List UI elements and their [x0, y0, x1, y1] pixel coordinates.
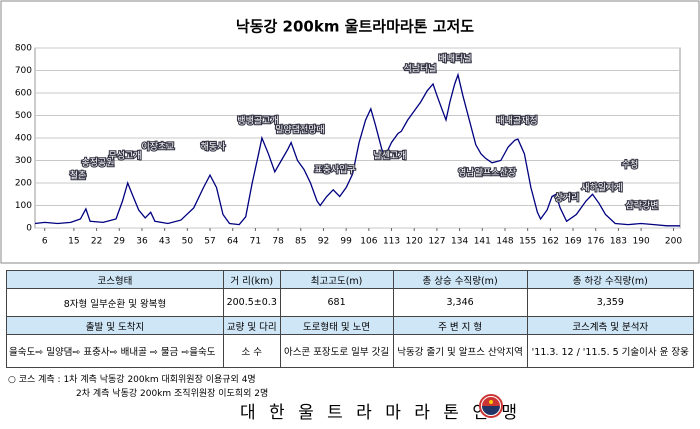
- note: 2차 계측 낙동강 200km 조직위원장 이도희외 2명: [76, 389, 269, 399]
- x-tick-label: 183: [610, 237, 627, 247]
- table-cell: 거 리(km): [222, 270, 281, 289]
- table-cell: 3,346: [392, 288, 528, 317]
- table-cell: 총 하강 수직량(m): [526, 270, 695, 289]
- annotation: 배내터널: [438, 54, 471, 65]
- annotation: 뱅뱅골고개: [237, 116, 278, 127]
- annotation: 날센고개: [373, 151, 406, 162]
- y-tick-label: 600: [15, 89, 32, 99]
- annotation: 철촌: [70, 171, 87, 182]
- chart-title: 낙동강 200km 울트라마라톤 고저도: [236, 18, 474, 36]
- x-tick-label: 176: [587, 237, 604, 247]
- x-tick-label: 190: [633, 237, 650, 247]
- table-cell: 200.5±0.3: [222, 288, 281, 317]
- annotation: 밀양댐전망대: [275, 124, 325, 136]
- y-tick-label: 800: [15, 44, 32, 54]
- x-tick-label: 92: [318, 237, 329, 247]
- table-cell: 코스형태: [6, 270, 224, 289]
- x-tick-label: 169: [564, 237, 581, 247]
- chart: 낙동강 200km 울트라마라톤 고저도 0 100 200 300 400 500 600…: [0, 0, 700, 264]
- table-row: 코스형태 거 리(km) 최고고도(m) 총 상승 수직량(m) 총 하강 수직량(m): [6, 270, 695, 289]
- x-tick-label: 64: [227, 237, 239, 247]
- x-tick-label: 200: [665, 237, 682, 247]
- x-tick-label: 120: [406, 237, 423, 247]
- x-tick-label: 43: [159, 237, 170, 247]
- course-table: 코스형태 거 리(km) 최고고도(m) 총 상승 수직량(m) 총 하강 수직량(m)…: [6, 270, 695, 368]
- y-tick-label: 400: [15, 134, 32, 144]
- annotation: 표충사입구: [314, 164, 355, 176]
- x-tick-label: 155: [519, 237, 536, 247]
- annotation: 삼락강변: [625, 200, 658, 212]
- table-cell: 3,359: [526, 288, 695, 317]
- y-tick-label: 0: [26, 224, 32, 234]
- table-cell: 교량 및 다리: [222, 316, 281, 335]
- table-cell: 아스콘 포장도로 일부 갓길: [279, 334, 394, 368]
- table-cell: 총 상승 수직량(m): [392, 270, 528, 289]
- note: ○ 코스 계측 : 1차 계측 낙동강 200km 대회위원장 이용규외 4명: [8, 375, 256, 385]
- y-tick-label: 500: [15, 111, 32, 121]
- table-cell: 소 수: [222, 334, 281, 368]
- table-cell: 681: [279, 288, 394, 317]
- table-cell: '11.3. 12 / '11.5. 5 기술이사 윤 장웅: [526, 334, 695, 368]
- table-row: 출발 및 도착지 교량 및 다리 도로형태 및 노면 주 변 지 형 코스계측 및 분석…: [6, 316, 695, 335]
- annotation: 수청: [622, 160, 639, 171]
- annotation: 무성고개: [108, 151, 141, 162]
- x-tick-label: 162: [542, 237, 559, 247]
- annotation: 배내골재정: [496, 116, 537, 127]
- logo: [479, 394, 503, 418]
- x-tick-label: 99: [340, 237, 352, 247]
- table-cell: 도로형태 및 노면: [279, 316, 394, 335]
- table-cell: 최고고도(m): [279, 270, 394, 289]
- x-tick-label: 36: [136, 237, 148, 247]
- table-row: 8자형 일부순환 및 왕복형 200.5±0.3 681 3,346 3,359: [6, 288, 695, 317]
- annotation: 석남터널: [403, 64, 436, 75]
- x-tick-label: 57: [204, 237, 215, 247]
- x-tick-label: 15: [68, 237, 79, 247]
- x-tick-label: 141: [474, 237, 491, 247]
- x-tick-label: 148: [496, 237, 513, 247]
- annotation: 영남알프스산장: [458, 168, 516, 179]
- y-tick-label: 200: [15, 179, 32, 189]
- x-tick-label: 71: [250, 237, 261, 247]
- table-cell: 을숙도⇨ 밀양댐⇨ 표충사⇨ 배내골 ⇨ 물금 ⇨을숙도: [6, 334, 224, 368]
- x-tick-label: 113: [383, 237, 400, 247]
- x-tick-label: 106: [360, 237, 377, 247]
- table-cell: 주 변 지 형: [392, 316, 528, 335]
- x-tick-label: 22: [91, 237, 102, 247]
- x-tick-label: 78: [272, 237, 284, 247]
- footer: 대 한 울 트 라 마 라 톤 연 맹: [240, 403, 522, 423]
- x-tick-label: 134: [451, 237, 468, 247]
- annotation: 이장초교: [141, 142, 174, 153]
- x-tick-label: 29: [114, 237, 126, 247]
- elevation-line: [34, 72, 680, 227]
- table-cell: 낙동강 줄기 및 알프스 산악지역: [392, 334, 528, 368]
- x-tick-label: 6: [42, 237, 48, 247]
- table-cell: 8자형 일부순환 및 왕복형: [6, 288, 224, 317]
- y-tick-label: 100: [15, 201, 32, 211]
- y-tick-label: 700: [15, 66, 32, 76]
- table-cell: 출발 및 도착지: [6, 316, 224, 335]
- annotation: 상거리: [555, 193, 580, 204]
- annotation: 송정공원: [81, 158, 114, 169]
- y-tick-label: 300: [15, 156, 32, 166]
- table-row: 을숙도⇨ 밀양댐⇨ 표충사⇨ 배내골 ⇨ 물금 ⇨을숙도 소 수 아스콘 포장도로 …: [6, 334, 695, 368]
- annotation: 새하일지게: [581, 183, 622, 194]
- annotation: 해동사: [201, 142, 227, 153]
- table-cell: 코스계측 및 분석자: [526, 316, 695, 335]
- x-tick-label: 50: [182, 237, 194, 247]
- x-tick-label: 127: [428, 237, 445, 247]
- x-tick-label: 85: [295, 237, 306, 247]
